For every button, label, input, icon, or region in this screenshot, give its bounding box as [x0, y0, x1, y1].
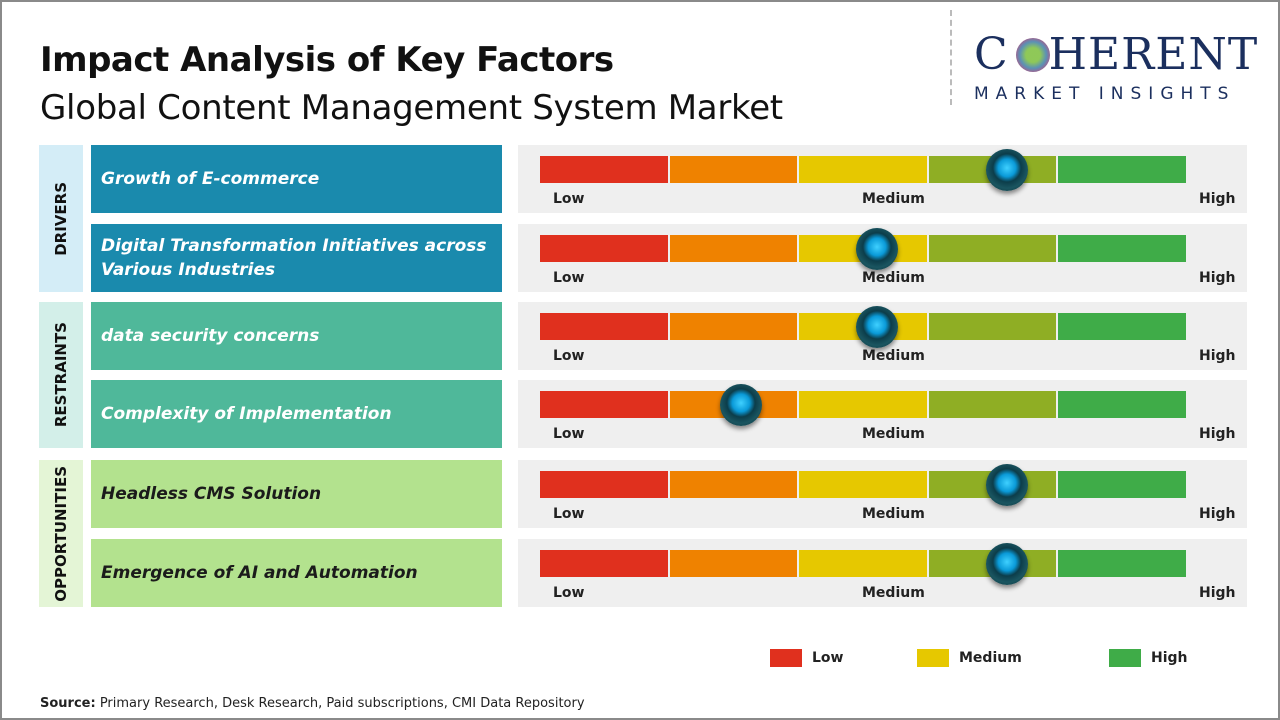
impact-gauge: Low Medium High — [518, 539, 1247, 607]
legend-high: High — [1109, 649, 1188, 667]
legend-label-medium: Medium — [959, 650, 1022, 666]
gauge-segment — [540, 550, 670, 577]
gauge-segment — [669, 471, 800, 498]
gauge-segment — [669, 313, 800, 340]
impact-indicator-knob — [985, 464, 1028, 506]
gauge-segment — [799, 156, 929, 183]
gauge-segment — [1058, 313, 1188, 340]
legend-medium: Medium — [917, 649, 1022, 667]
source-label: Source: — [40, 696, 96, 711]
impact-gauge: Low Medium High — [518, 302, 1247, 370]
gauge-bar — [540, 471, 1188, 498]
legend-label-low: Low — [812, 650, 844, 666]
page-subtitle: Global Content Management System Market — [40, 88, 783, 128]
gauge-segment — [669, 550, 800, 577]
gauge-segment — [799, 471, 929, 498]
scale-medium-label: Medium — [862, 270, 925, 286]
scale-medium-label: Medium — [862, 426, 925, 442]
gauge-segment — [540, 391, 670, 418]
gauge-segment — [928, 235, 1059, 262]
category-text: OPPORTUNITIES — [52, 465, 70, 602]
page-title: Impact Analysis of Key Factors — [40, 40, 614, 80]
scale-medium-label: Medium — [862, 506, 925, 522]
gauge-segment — [540, 235, 670, 262]
category-label-opportunities: OPPORTUNITIES — [39, 460, 83, 607]
gauge-segment — [540, 156, 670, 183]
gauge-bar — [540, 391, 1188, 418]
scale-high-label: High — [1199, 585, 1236, 601]
factor-label: data security concerns — [91, 302, 502, 370]
logo-sub-text: MARKET INSIGHTS — [974, 84, 1236, 104]
factor-label: Complexity of Implementation — [91, 380, 502, 448]
gauge-bar — [540, 156, 1188, 183]
factor-label: Digital Transformation Initiatives acros… — [91, 224, 502, 292]
factor-label: Emergence of AI and Automation — [91, 539, 502, 607]
scale-high-label: High — [1199, 191, 1236, 207]
category-text: DRIVERS — [52, 181, 70, 256]
scale-medium-label: Medium — [862, 348, 925, 364]
impact-gauge: Low Medium High — [518, 145, 1247, 213]
scale-high-label: High — [1199, 426, 1236, 442]
category-label-drivers: DRIVERS — [39, 145, 83, 292]
gauge-segment — [799, 550, 929, 577]
impact-indicator-knob — [855, 228, 898, 270]
scale-high-label: High — [1199, 270, 1236, 286]
scale-medium-label: Medium — [862, 585, 925, 601]
gauge-segment — [540, 313, 670, 340]
gauge-bar — [540, 550, 1188, 577]
gauge-segment — [669, 235, 800, 262]
impact-indicator-knob — [985, 543, 1028, 585]
scale-medium-label: Medium — [862, 191, 925, 207]
impact-indicator-knob — [855, 306, 898, 348]
scale-high-label: High — [1199, 506, 1236, 522]
gauge-segment — [799, 391, 929, 418]
impact-gauge: Low Medium High — [518, 224, 1247, 292]
impact-gauge: Low Medium High — [518, 380, 1247, 448]
scale-low-label: Low — [553, 585, 585, 601]
factor-label: Growth of E-commerce — [91, 145, 502, 213]
gauge-segment — [1058, 391, 1188, 418]
legend-label-high: High — [1151, 650, 1188, 666]
gauge-segment — [1058, 156, 1188, 183]
gauge-segment — [1058, 471, 1188, 498]
gauge-segment — [1058, 235, 1188, 262]
impact-gauge: Low Medium High — [518, 460, 1247, 528]
gauge-bar — [540, 313, 1188, 340]
gauge-segment — [928, 391, 1059, 418]
legend-low: Low — [770, 649, 843, 667]
category-label-restraints: RESTRAINTS — [39, 302, 83, 448]
logo-globe-icon — [1016, 38, 1050, 72]
scale-low-label: Low — [553, 348, 585, 364]
category-text: RESTRAINTS — [52, 322, 70, 428]
source-text: Primary Research, Desk Research, Paid su… — [95, 696, 585, 711]
scale-low-label: Low — [553, 191, 585, 207]
legend-swatch-high — [1109, 649, 1141, 667]
scale-low-label: Low — [553, 506, 585, 522]
scale-high-label: High — [1199, 348, 1236, 364]
factor-label: Headless CMS Solution — [91, 460, 502, 528]
scale-low-label: Low — [553, 270, 585, 286]
legend-swatch-low — [770, 649, 802, 667]
gauge-segment — [928, 313, 1059, 340]
impact-indicator-knob — [719, 384, 762, 426]
gauge-segment — [1058, 550, 1188, 577]
company-logo: C HERENT MARKET INSIGHTS — [950, 10, 1270, 105]
legend-swatch-medium — [917, 649, 949, 667]
source-note: Source: Primary Research, Desk Research,… — [40, 696, 585, 712]
impact-indicator-knob — [985, 149, 1028, 191]
scale-low-label: Low — [553, 426, 585, 442]
logo-main-text: C HERENT — [974, 29, 1259, 80]
gauge-segment — [669, 156, 800, 183]
gauge-segment — [540, 471, 670, 498]
